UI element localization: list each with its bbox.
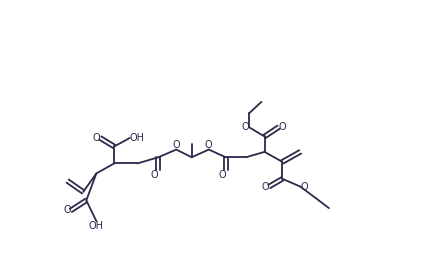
Text: O: O [218, 170, 226, 180]
Text: O: O [63, 205, 71, 215]
Text: O: O [241, 122, 249, 132]
Text: O: O [151, 170, 158, 180]
Text: OH: OH [130, 133, 145, 143]
Text: O: O [279, 122, 286, 132]
Text: O: O [92, 133, 100, 143]
Text: O: O [300, 182, 308, 192]
Text: O: O [205, 140, 212, 150]
Text: OH: OH [89, 221, 104, 231]
Text: O: O [172, 140, 180, 150]
Text: O: O [261, 182, 269, 192]
